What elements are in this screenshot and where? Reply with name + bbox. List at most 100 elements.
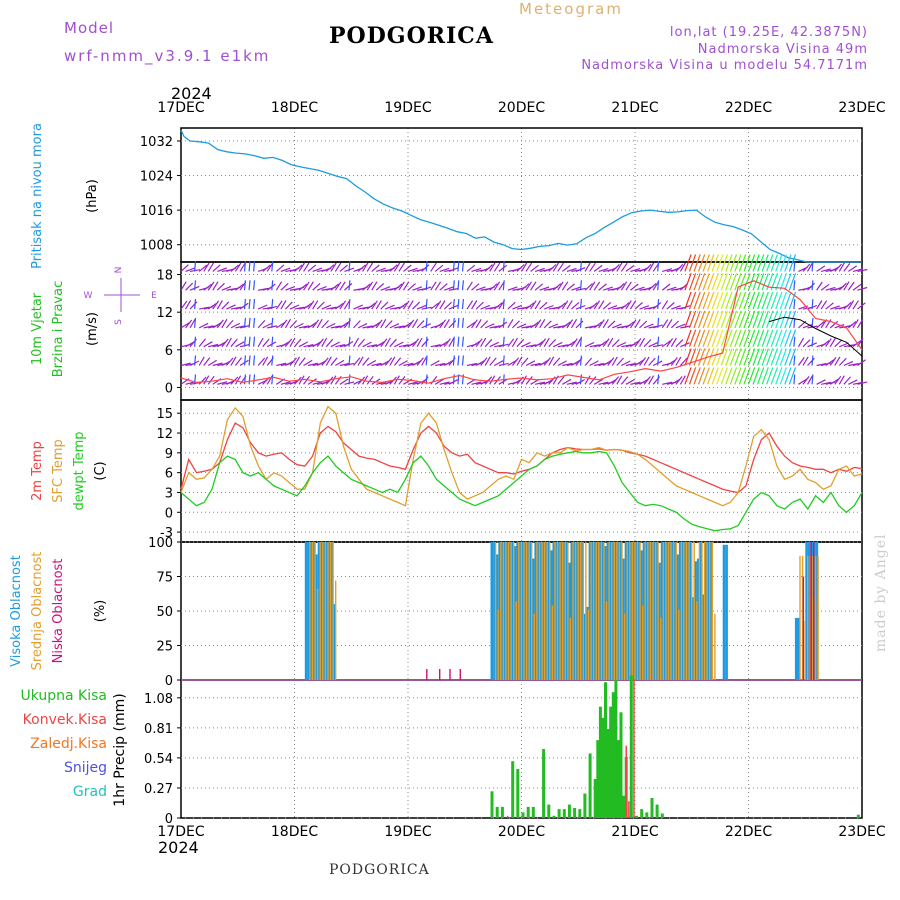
wind-label-2: Brzina i Pravac — [51, 281, 66, 378]
wind-barb — [716, 273, 724, 291]
wind-barb — [543, 304, 554, 310]
wind-barb — [412, 318, 419, 329]
cloud-bar-high — [562, 542, 566, 680]
wind-barb — [257, 319, 266, 329]
wind-barb — [362, 283, 371, 291]
wind-barb — [289, 320, 298, 329]
cloud-bar-high — [578, 542, 581, 680]
wind-barb — [666, 318, 673, 329]
wind-barb — [180, 300, 188, 310]
cloud-bar-high — [539, 542, 543, 680]
cloud-bar-high — [493, 542, 496, 680]
wind-barb — [207, 302, 217, 310]
cloud-bar-mid — [649, 542, 652, 680]
wind-barb — [416, 320, 425, 329]
wind-barb — [352, 337, 360, 347]
cloud-bar-mid — [616, 542, 618, 680]
wind-barb — [353, 357, 361, 366]
wind-barb — [857, 302, 866, 310]
wind-barb — [766, 254, 774, 272]
wind-barb — [761, 329, 769, 347]
wind-barb — [480, 304, 491, 310]
cloud-bar-high — [676, 554, 679, 680]
wind-barb — [384, 337, 391, 347]
cloud-bar-high — [671, 542, 674, 680]
wind-barb — [648, 375, 655, 385]
cloud-bar-high — [549, 550, 553, 680]
wind-barb — [276, 362, 287, 367]
cloud-bar-mid — [701, 542, 703, 680]
wind-barb — [484, 323, 495, 329]
wind-barb — [738, 291, 747, 310]
wind-barb — [693, 273, 701, 291]
wind-barb — [243, 355, 246, 366]
cloud-bar-mid — [528, 542, 530, 680]
wind-barb — [770, 291, 778, 310]
wind-barb — [425, 261, 428, 272]
wind-barb — [275, 300, 283, 310]
wind-barb — [243, 374, 246, 385]
wind-barb — [757, 329, 765, 347]
wind-barb — [507, 338, 515, 348]
wind-barb — [366, 262, 374, 272]
wind-barb — [557, 262, 564, 272]
wind-barb — [421, 356, 428, 366]
wind-barb — [271, 317, 274, 328]
precip-bar-total — [557, 809, 561, 818]
wind-barb — [312, 267, 323, 272]
wind-barb — [607, 337, 614, 347]
wind-barb — [316, 286, 327, 291]
wind-barb — [634, 359, 644, 367]
wind-barb — [747, 348, 756, 366]
wind-barb — [734, 273, 742, 291]
cloud-bar-mid — [608, 542, 610, 680]
temp2m-label: 2m Temp — [30, 441, 45, 501]
wind-barb — [234, 375, 242, 385]
wind-barb — [834, 263, 842, 272]
x-tick-bottom-20DEC: 20DEC — [498, 824, 545, 840]
wind-barb — [798, 378, 808, 385]
wind-barb — [185, 282, 194, 291]
wind-barb — [325, 376, 334, 385]
precip-bar-total — [526, 806, 530, 818]
wind-barb — [557, 281, 564, 291]
wind-barb — [443, 318, 450, 329]
cloud-bar-high — [580, 542, 584, 680]
wind-barb — [598, 268, 609, 272]
y-tick-2-3: 3 — [165, 486, 173, 501]
cloud-bar-high — [529, 542, 532, 680]
wind-barb — [357, 338, 366, 348]
wind-barb — [766, 273, 774, 291]
wind-barb — [779, 310, 787, 329]
wind-barb — [525, 302, 535, 310]
wind-barb — [530, 300, 537, 310]
wind-barb — [634, 338, 642, 348]
wind-barb — [321, 304, 332, 310]
wind-barb — [666, 359, 676, 367]
wind-barb — [434, 281, 442, 291]
cloud-bar-high — [606, 542, 610, 680]
wind-barb — [348, 355, 351, 366]
wind-barb — [834, 323, 845, 329]
wind-barb — [720, 273, 728, 291]
wind-barb — [856, 319, 864, 329]
wind-barb — [307, 362, 319, 367]
wind-barb — [648, 342, 659, 348]
precip-legend-2: Zaledj.Kisa — [30, 736, 107, 752]
wind-barb — [702, 273, 710, 291]
y-tick-4-0: 0 — [165, 812, 173, 827]
wind-barb — [257, 357, 266, 366]
precip-bar-total — [856, 814, 860, 818]
wind-barb — [530, 321, 540, 329]
wind-barb — [266, 375, 273, 385]
wind-barb — [225, 357, 234, 366]
wind-barb — [303, 262, 310, 272]
cloud-bar-high — [794, 617, 798, 680]
wind-barb — [612, 323, 622, 329]
wind-barb — [407, 267, 418, 272]
wind-barb — [398, 281, 405, 291]
wind-barb — [230, 322, 241, 329]
wind-barb — [552, 357, 561, 366]
wind-barb — [657, 299, 660, 310]
precip-bar-total — [578, 809, 582, 818]
